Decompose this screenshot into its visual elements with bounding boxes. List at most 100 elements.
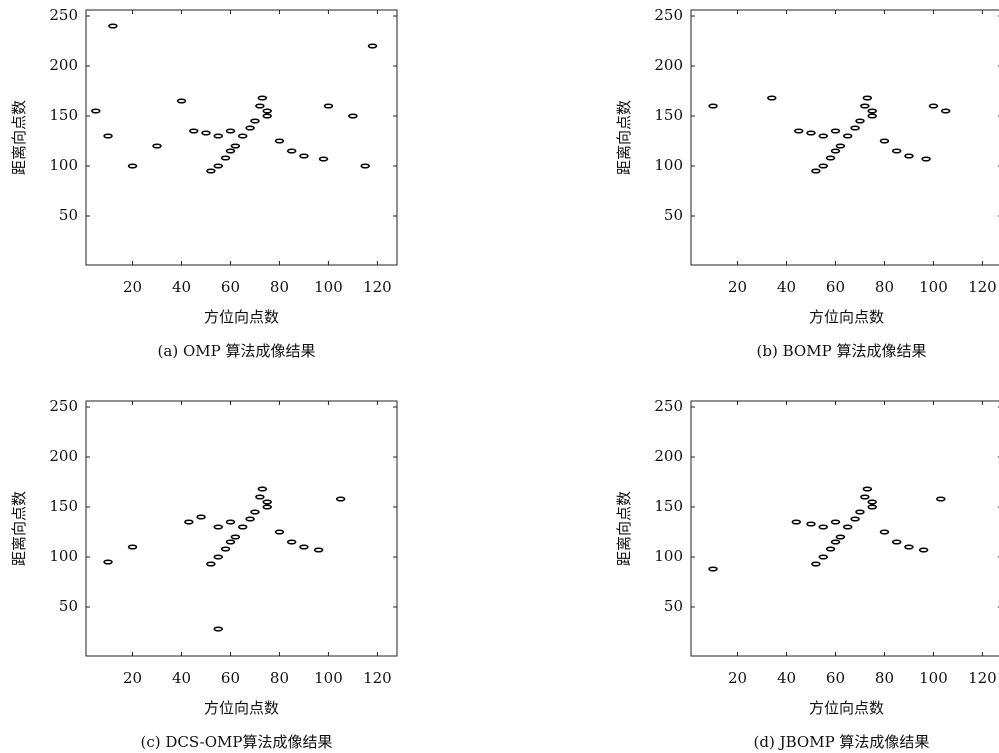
y-tick-label: 100 (49, 547, 78, 565)
scatter-blob (708, 566, 718, 572)
scatter-blob (811, 168, 821, 174)
x-axis-label: 方位向点数 (204, 308, 279, 326)
scatter-blob (225, 148, 236, 154)
plot-frame (85, 9, 398, 266)
x-tick-label: 100 (314, 278, 343, 296)
scatter-blob (206, 168, 216, 174)
caption: (a) OMP 算法成像结果 (158, 342, 316, 360)
scatter-blob (835, 534, 846, 540)
scatter-blob (867, 108, 877, 114)
scatter-blob (318, 156, 329, 162)
scatter-blob (196, 514, 206, 520)
y-axis-label: 距离向点数 (10, 100, 28, 175)
scatter-blob (842, 524, 853, 530)
scatter-blob (206, 561, 216, 567)
scatter-blob (299, 153, 309, 159)
x-tick-label: 20 (728, 669, 747, 687)
scatter-blob (818, 163, 828, 169)
scatter-blob (127, 163, 138, 169)
scatter-blob (108, 23, 118, 29)
scatter-blob (348, 113, 358, 119)
scatter-blob (257, 486, 268, 492)
x-axis-label: 方位向点数 (809, 308, 884, 326)
y-tick-label: 200 (654, 56, 683, 74)
scatter-blob (255, 103, 265, 109)
y-tick-label: 50 (59, 206, 78, 224)
plot-frame (85, 400, 398, 657)
y-tick-label: 150 (49, 106, 78, 124)
y-tick-label: 100 (654, 156, 683, 174)
scatter-blob (335, 496, 346, 502)
scatter-blob (250, 118, 260, 124)
scatter-blob (245, 516, 255, 522)
scatter-blob (176, 98, 187, 104)
x-tick-label: 40 (777, 278, 796, 296)
scatter-blob (255, 494, 265, 500)
scatter-blob (274, 529, 285, 535)
x-tick-label: 60 (826, 278, 845, 296)
scatter-blob (806, 130, 816, 136)
y-tick-label: 50 (59, 597, 78, 615)
y-tick-label: 250 (49, 6, 78, 24)
x-tick-label: 120 (968, 278, 997, 296)
y-tick-label: 50 (664, 597, 683, 615)
scatter-blob (767, 95, 777, 101)
y-tick-label: 150 (49, 497, 78, 515)
y-tick-label: 150 (654, 497, 683, 515)
scatter-blob (825, 546, 836, 552)
x-tick-label: 40 (172, 669, 191, 687)
scatter-blob (830, 519, 841, 525)
scatter-blob (91, 108, 101, 114)
y-tick-label: 200 (654, 447, 683, 465)
scatter-blob (299, 544, 309, 550)
scatter-blob (152, 143, 162, 149)
scatter-blob (213, 524, 223, 530)
scatter-blob (818, 554, 828, 560)
scatter-blob (262, 499, 272, 505)
scatter-blob (286, 148, 297, 154)
caption: (b) BOMP 算法成像结果 (757, 342, 927, 360)
x-tick-label: 20 (123, 278, 142, 296)
scatter-blob (904, 153, 914, 159)
scatter-blob (936, 496, 946, 502)
scatter-blob (818, 524, 828, 530)
scatter-blob (860, 494, 870, 500)
y-tick-label: 250 (49, 397, 78, 415)
scatter-blob (274, 138, 285, 144)
x-tick-label: 60 (221, 669, 240, 687)
plot-frame (690, 400, 999, 657)
x-tick-label: 120 (363, 669, 392, 687)
x-axis-label: 方位向点数 (204, 699, 279, 717)
scatter-blob (830, 128, 841, 134)
scatter-blob (225, 519, 236, 525)
x-tick-label: 80 (270, 669, 289, 687)
scatter-blob (867, 499, 877, 505)
scatter-blob (103, 559, 113, 565)
scatter-blob (862, 486, 873, 492)
scatter-blob (184, 519, 194, 525)
scatter-blob (360, 163, 370, 169)
scatter-blob (860, 103, 870, 109)
y-tick-label: 250 (654, 397, 683, 415)
x-tick-label: 100 (919, 669, 948, 687)
scatter-blob (862, 95, 873, 101)
scatter-blob (918, 547, 929, 553)
scatter-blob (225, 539, 236, 545)
scatter-blob (867, 504, 877, 510)
scatter-blob (262, 108, 272, 114)
scatter-blob (188, 128, 199, 134)
y-tick-label: 100 (49, 156, 78, 174)
scatter-blob (921, 156, 931, 162)
scatter-blob (940, 108, 951, 114)
y-tick-label: 50 (664, 206, 683, 224)
scatter-blob (830, 539, 841, 545)
scatter-blob (262, 113, 272, 119)
scatter-blob (262, 504, 272, 510)
scatter-blob (811, 561, 821, 567)
x-tick-label: 60 (221, 278, 240, 296)
x-tick-label: 40 (172, 278, 191, 296)
scatter-blob (904, 544, 914, 550)
scatter-blob (855, 118, 865, 124)
scatter-blob (708, 103, 718, 109)
scatter-blob (850, 125, 860, 131)
